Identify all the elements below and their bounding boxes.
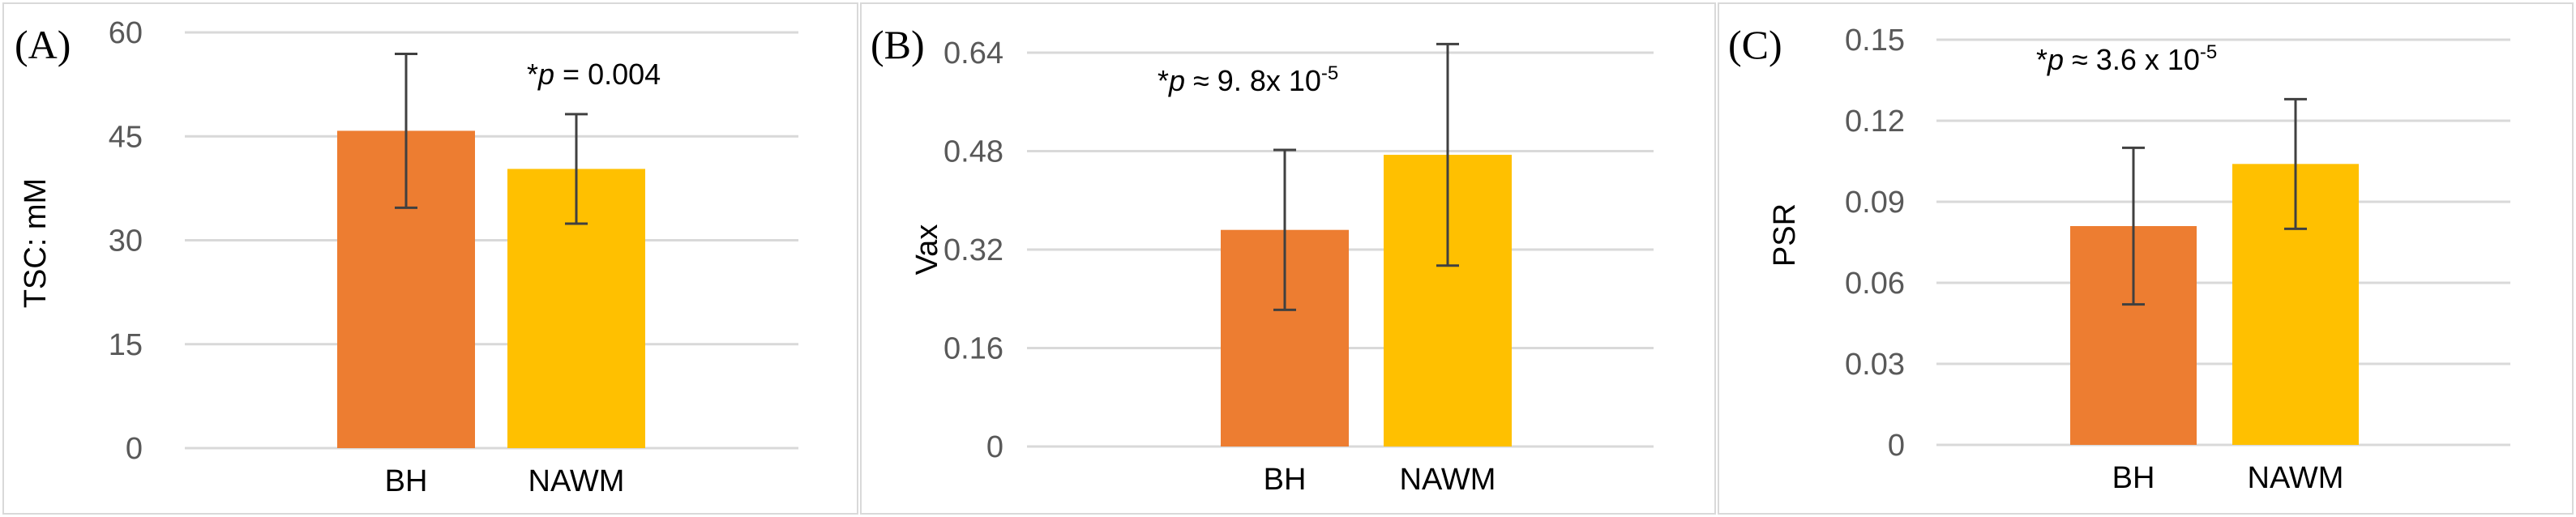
y-axis-title: PSR	[1768, 203, 1802, 267]
chart-panel-1: 0 15 30 45 60 BH NAWM TSC: mM (A) *p = 0.004	[2, 2, 858, 515]
y-tick-label: 60	[109, 16, 143, 50]
y-tick-label: 0	[1888, 429, 1905, 463]
annotation-exponent: -5	[1321, 62, 1338, 84]
chart-panel-3: 0 0.03 0.06 0.09 0.12 0.15 BH NAWM PSR (C) *p ≈ 3.…	[1718, 2, 2574, 515]
p-value-annotation: *p = 0.004	[527, 58, 661, 91]
annotation-exponent: -5	[2200, 41, 2217, 63]
panel-label: (C)	[1728, 22, 1782, 67]
category-label: NAWM	[1400, 463, 1496, 497]
y-tick-label: 0.32	[944, 233, 1003, 267]
annotation-star: *	[527, 58, 538, 91]
y-tick-label: 0.03	[1845, 348, 1905, 382]
y-tick-label: 15	[109, 328, 143, 362]
category-label: BH	[2112, 461, 2155, 495]
panel-label: (A)	[15, 22, 71, 67]
category-label: NAWM	[2248, 461, 2344, 495]
y-tick-label: 0.16	[944, 332, 1003, 366]
annotation-star: *	[1157, 64, 1169, 97]
y-tick-label: 0.48	[944, 135, 1003, 169]
annotation-p: p	[2047, 43, 2064, 76]
y-tick-label: 0	[986, 430, 1003, 464]
panel-label: (B)	[871, 22, 925, 67]
y-axis-title: Vax	[910, 224, 944, 276]
y-tick-label: 0	[126, 432, 143, 466]
annotation-value: ≈ 9. 8x 10	[1185, 64, 1321, 97]
p-value-annotation: *p ≈ 9. 8x 10-5	[1157, 62, 1338, 97]
category-label: NAWM	[528, 464, 625, 498]
y-tick-label: 45	[109, 120, 143, 154]
y-tick-label: 0.09	[1845, 186, 1905, 220]
category-label: BH	[1264, 463, 1307, 497]
y-tick-label: 0.15	[1845, 24, 1905, 58]
p-value-annotation: *p ≈ 3.6 x 10-5	[2036, 41, 2217, 76]
annotation-value: ≈ 3.6 x 10	[2064, 43, 2200, 76]
annotation-p: p	[1168, 64, 1185, 97]
y-tick-label: 0.64	[944, 36, 1003, 70]
y-tick-label: 30	[109, 224, 143, 258]
y-tick-label: 0.12	[1845, 105, 1905, 139]
chart-panel-2: 0 0.16 0.32 0.48 0.64 BH NAWM Vax (B) *p ≈ 9. 8x …	[860, 2, 1716, 515]
category-label: BH	[385, 464, 428, 498]
annotation-p: p	[537, 58, 554, 91]
y-tick-label: 0.06	[1845, 267, 1905, 301]
annotation-star: *	[2036, 43, 2048, 76]
y-axis-title: TSC: mM	[19, 178, 53, 308]
annotation-value: = 0.004	[554, 58, 661, 91]
